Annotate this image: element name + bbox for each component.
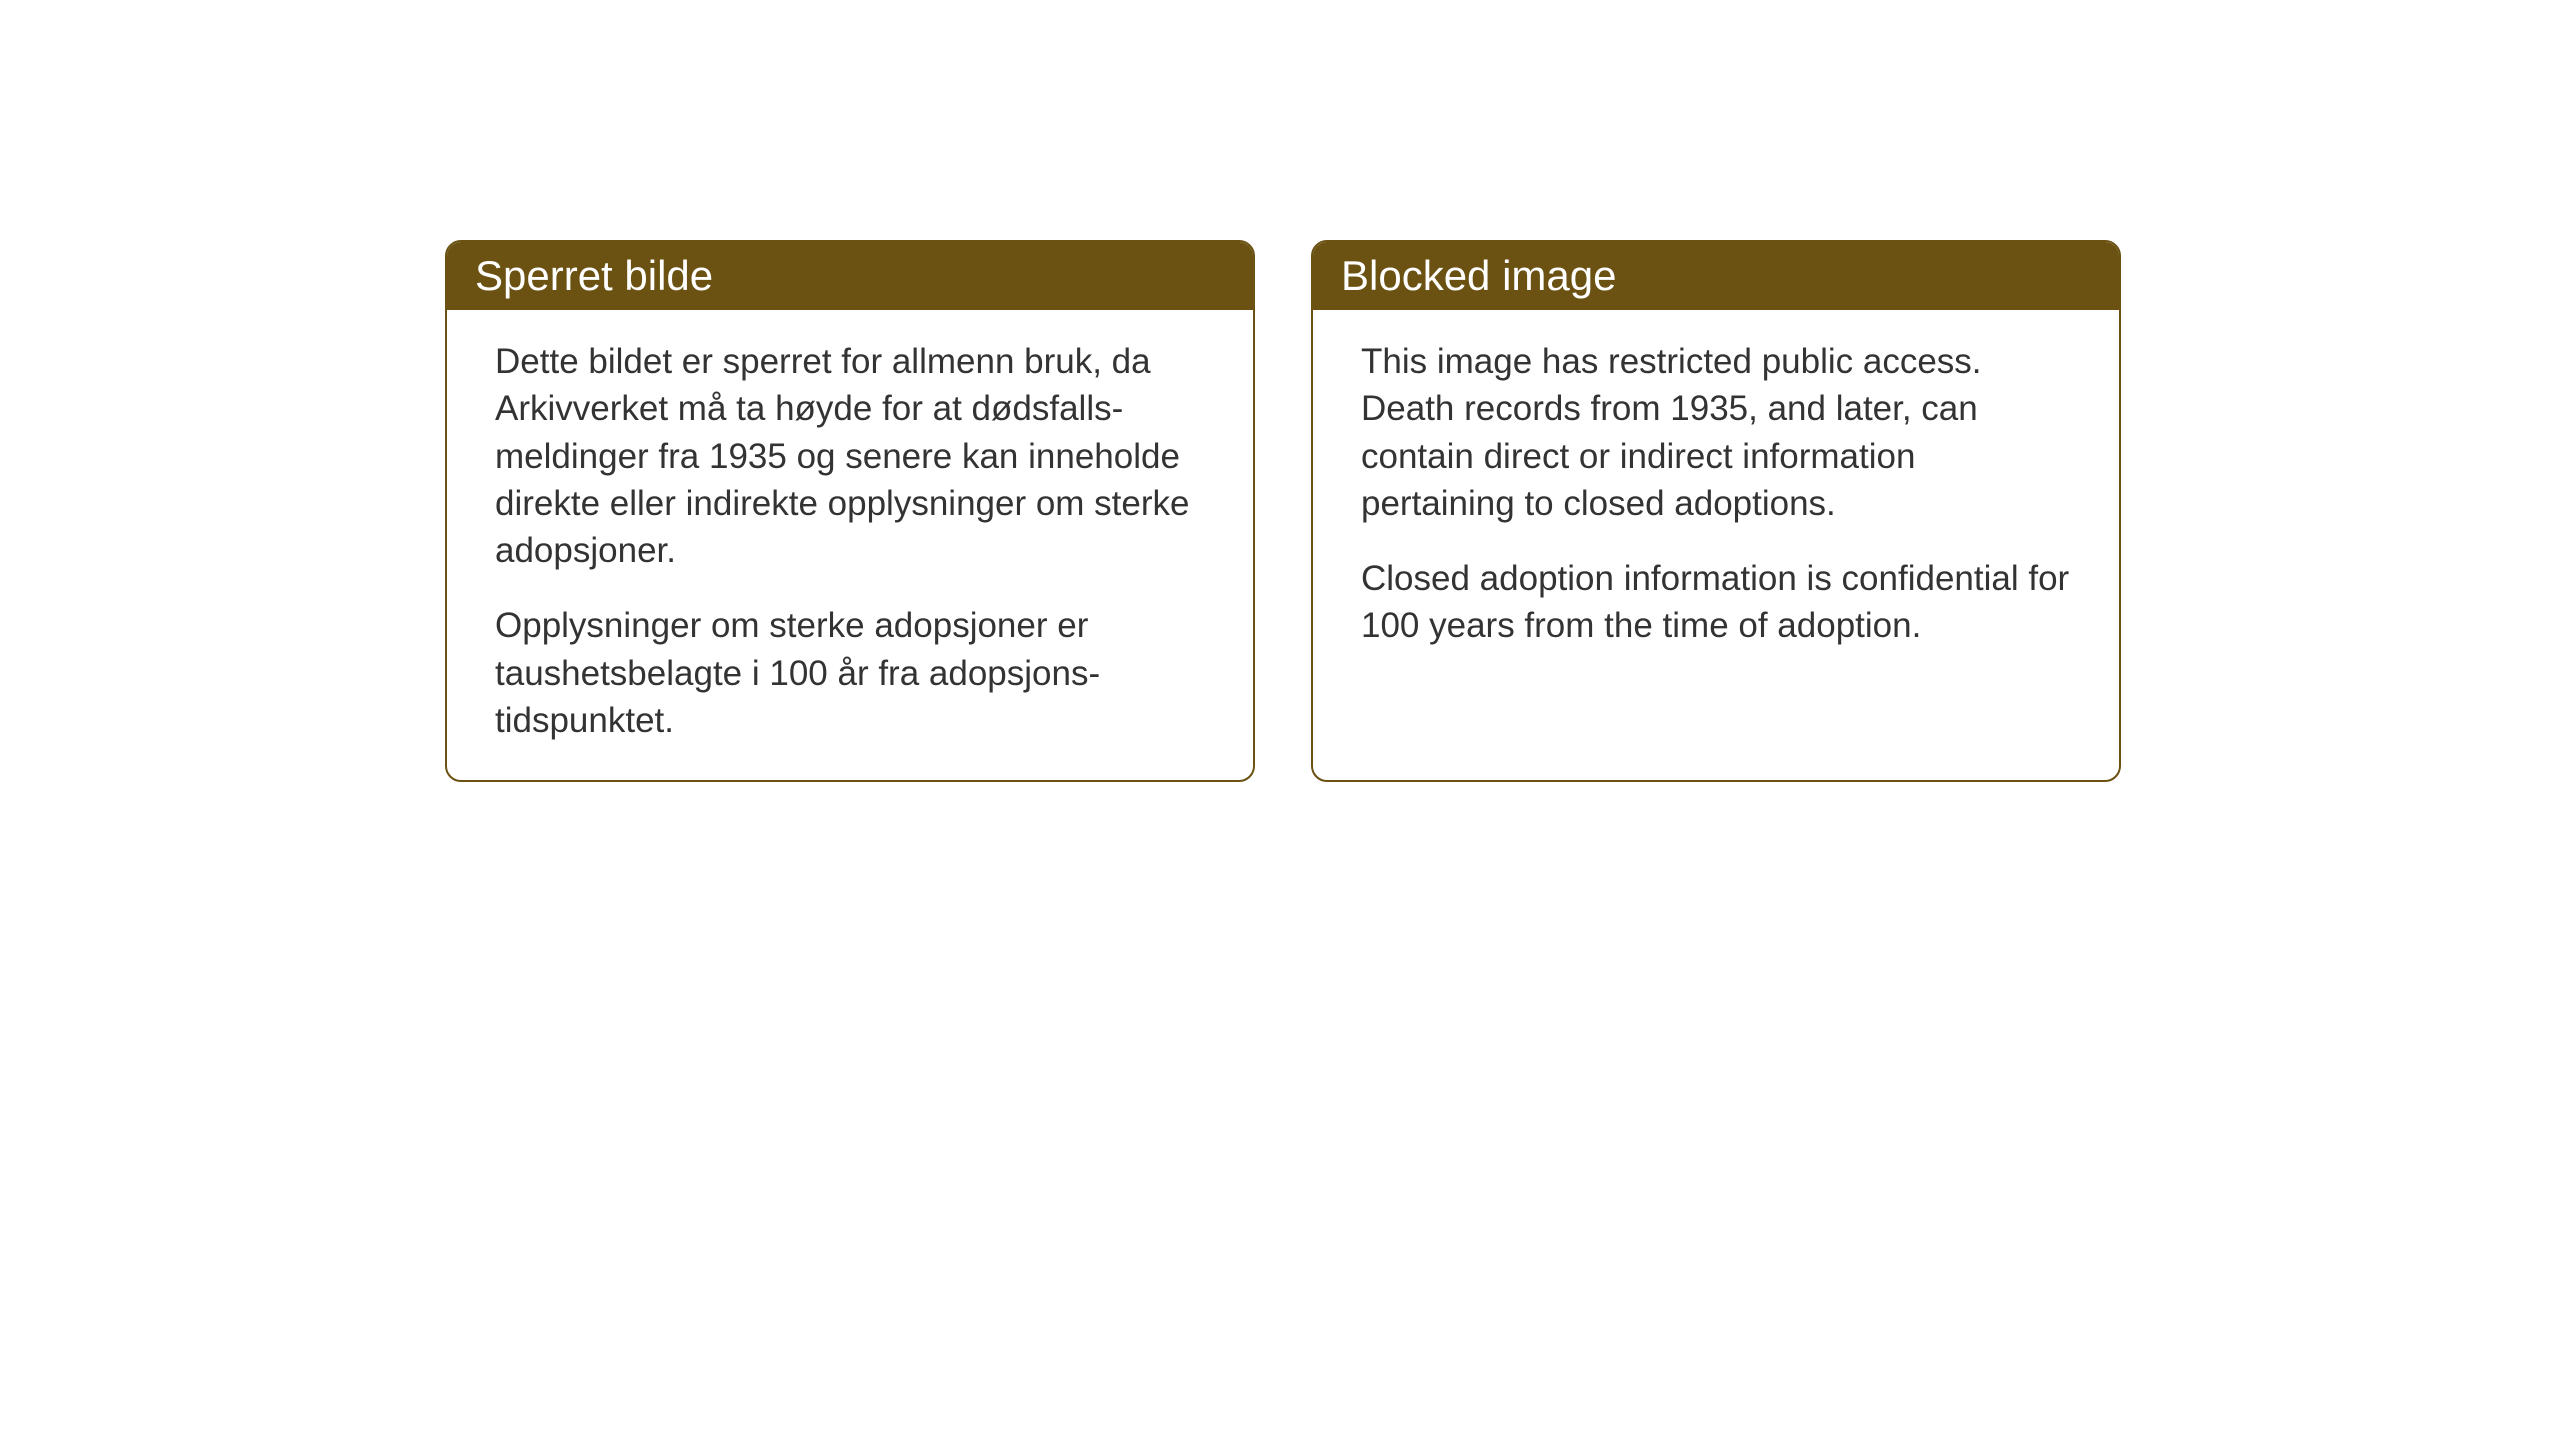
- cards-container: Sperret bilde Dette bildet er sperret fo…: [445, 240, 2121, 782]
- card-paragraph: Closed adoption information is confident…: [1361, 555, 2071, 650]
- card-header-english: Blocked image: [1313, 242, 2119, 310]
- blocked-image-card-norwegian: Sperret bilde Dette bildet er sperret fo…: [445, 240, 1255, 782]
- card-paragraph: This image has restricted public access.…: [1361, 338, 2071, 527]
- card-title: Blocked image: [1341, 252, 1616, 299]
- card-paragraph: Opplysninger om sterke adopsjoner er tau…: [495, 602, 1205, 744]
- blocked-image-card-english: Blocked image This image has restricted …: [1311, 240, 2121, 782]
- card-body-english: This image has restricted public access.…: [1313, 310, 2119, 686]
- card-paragraph: Dette bildet er sperret for allmenn bruk…: [495, 338, 1205, 574]
- card-title: Sperret bilde: [475, 252, 713, 299]
- card-body-norwegian: Dette bildet er sperret for allmenn bruk…: [447, 310, 1253, 780]
- card-header-norwegian: Sperret bilde: [447, 242, 1253, 310]
